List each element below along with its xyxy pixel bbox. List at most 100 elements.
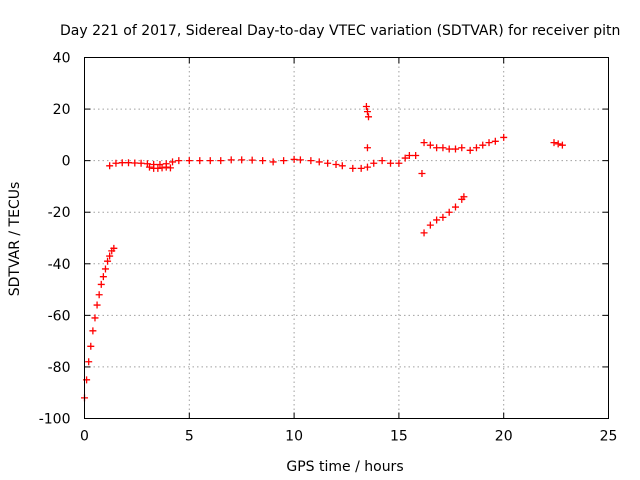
data-point xyxy=(185,157,193,165)
data-point xyxy=(412,151,420,159)
data-point xyxy=(87,342,95,350)
data-point xyxy=(338,162,346,170)
data-point xyxy=(324,159,332,167)
y-tick-label: 0 xyxy=(62,154,71,170)
data-point xyxy=(118,159,126,167)
data-point xyxy=(363,144,371,152)
data-point xyxy=(357,164,365,172)
data-point xyxy=(269,158,277,166)
data-point xyxy=(85,358,93,366)
data-point xyxy=(110,244,118,252)
data-point xyxy=(349,164,357,172)
y-tick-label: -80 xyxy=(48,360,71,376)
data-point xyxy=(137,159,145,167)
data-point xyxy=(227,156,235,164)
data-point xyxy=(162,163,170,171)
data-point xyxy=(332,161,340,169)
y-tick-label: 40 xyxy=(53,51,71,67)
x-tick-label: 0 xyxy=(80,429,89,445)
data-point xyxy=(439,213,447,221)
x-tick-label: 20 xyxy=(495,429,513,445)
data-point xyxy=(91,314,99,322)
y-axis-label: SDTVAR / TECUs xyxy=(7,182,23,297)
data-point xyxy=(485,139,493,147)
data-point xyxy=(418,170,426,178)
data-point xyxy=(296,156,304,164)
data-point xyxy=(290,155,298,163)
data-point xyxy=(460,193,468,201)
data-point xyxy=(420,229,428,237)
data-point xyxy=(101,265,109,273)
y-tick-label: -100 xyxy=(39,412,71,428)
x-axis-label: GPS time / hours xyxy=(286,459,403,475)
data-point xyxy=(458,144,466,152)
data-point xyxy=(451,145,459,153)
data-point xyxy=(363,108,371,116)
data-point xyxy=(466,146,474,154)
data-point xyxy=(315,158,323,166)
data-point xyxy=(99,273,107,281)
data-point xyxy=(472,144,480,152)
data-point xyxy=(169,158,177,166)
data-point xyxy=(248,156,256,164)
data-point xyxy=(401,154,409,162)
data-point xyxy=(106,162,114,170)
data-point xyxy=(365,113,373,121)
data-point xyxy=(479,141,487,149)
data-point xyxy=(378,157,386,165)
y-tick-label: -20 xyxy=(48,205,71,221)
data-point xyxy=(491,137,499,145)
data-point xyxy=(106,252,114,260)
data-point xyxy=(238,156,246,164)
data-point xyxy=(175,157,183,165)
data-point xyxy=(97,280,105,288)
axis-ticks: 0 5 10 15 20 25 -100 -80 -60 -40 -20 0 20 40 xyxy=(39,51,618,445)
data-point xyxy=(217,157,225,165)
data-point xyxy=(206,157,214,165)
data-point xyxy=(500,133,508,141)
data-point xyxy=(433,144,441,152)
data-point xyxy=(131,159,139,167)
data-point xyxy=(420,139,428,147)
data-point xyxy=(145,163,153,171)
data-point xyxy=(426,141,434,149)
data-point xyxy=(196,157,204,165)
x-tick-label: 25 xyxy=(600,429,618,445)
data-point xyxy=(158,164,166,172)
data-point xyxy=(439,144,447,152)
data-point xyxy=(259,157,267,165)
data-point xyxy=(112,159,120,167)
y-tick-label: 20 xyxy=(53,102,71,118)
data-point xyxy=(125,159,133,167)
x-tick-label: 15 xyxy=(390,429,408,445)
data-point xyxy=(89,327,97,335)
plot-frame xyxy=(84,57,609,419)
data-point xyxy=(280,157,288,165)
data-point xyxy=(550,139,558,147)
data-point xyxy=(93,301,101,309)
chart-title: Day 221 of 2017, Sidereal Day-to-day VTE… xyxy=(60,23,620,39)
data-point xyxy=(395,159,403,167)
data-point xyxy=(426,221,434,229)
data-point xyxy=(451,203,459,211)
data-points xyxy=(81,102,566,402)
y-tick-label: -40 xyxy=(48,257,71,273)
data-point xyxy=(307,157,315,165)
data-point xyxy=(166,164,174,172)
data-point xyxy=(363,163,371,171)
data-point xyxy=(433,216,441,224)
data-point xyxy=(445,145,453,153)
data-point xyxy=(445,208,453,216)
y-tick-label: -60 xyxy=(48,308,71,324)
data-point xyxy=(104,257,112,265)
x-tick-label: 5 xyxy=(185,429,194,445)
data-point xyxy=(554,140,562,148)
x-tick-label: 10 xyxy=(285,429,303,445)
data-point xyxy=(370,159,378,167)
data-point xyxy=(95,291,103,299)
data-point xyxy=(362,102,370,110)
data-point xyxy=(387,159,395,167)
data-point xyxy=(558,141,566,149)
data-point xyxy=(405,151,413,159)
